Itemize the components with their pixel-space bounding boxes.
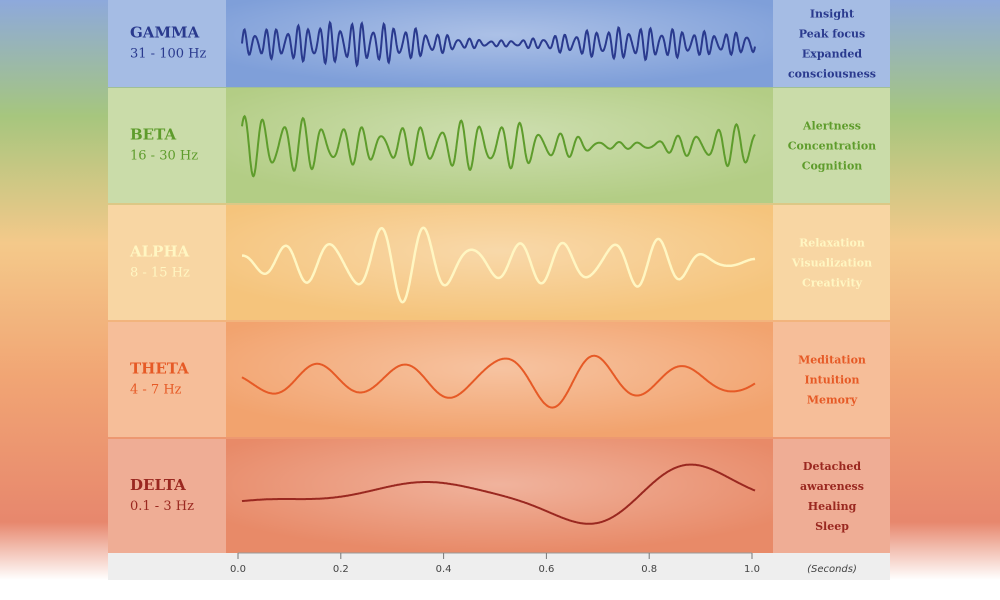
label-panel	[108, 88, 226, 203]
effect-panel	[773, 88, 890, 203]
band-range: 16 - 30 Hz	[130, 149, 198, 164]
effect: Cognition	[802, 160, 863, 173]
effect-panel	[773, 322, 890, 437]
tick-label: 0.0	[230, 564, 246, 575]
axis-unit: (Seconds)	[807, 564, 857, 575]
effect: Intuition	[805, 374, 860, 387]
band-name: BETA	[130, 126, 176, 144]
tick-label: 0.6	[538, 564, 554, 575]
effect: Meditation	[798, 354, 866, 367]
wave	[241, 354, 756, 409]
effect: Relaxation	[799, 237, 865, 250]
label-panel	[108, 439, 226, 553]
wave	[241, 114, 756, 178]
tick-label: 1.0	[744, 564, 760, 575]
effect: Peak focus	[799, 28, 866, 41]
effect: Memory	[807, 394, 858, 407]
axis-strip	[108, 553, 890, 580]
label-panel	[108, 322, 226, 437]
band-name: THETA	[130, 360, 189, 378]
band-range: 0.1 - 3 Hz	[130, 499, 194, 514]
band-name: DELTA	[130, 476, 186, 494]
effect: Detached	[803, 460, 861, 473]
label-panel	[108, 205, 226, 320]
tick-label: 0.4	[436, 564, 452, 575]
effect: Concentration	[788, 140, 876, 153]
effect: Healing	[808, 500, 857, 513]
wave	[242, 226, 756, 304]
effect: Visualization	[791, 257, 872, 270]
wave	[241, 20, 756, 68]
effect: Insight	[810, 8, 855, 21]
background-bottom	[0, 580, 1000, 600]
effect-panel	[773, 0, 890, 87]
wave	[241, 463, 756, 525]
band-range: 4 - 7 Hz	[130, 383, 182, 398]
effect: Sleep	[815, 520, 849, 533]
band-name: ALPHA	[129, 243, 190, 261]
effect: Creativity	[802, 277, 863, 290]
effect: Alertness	[802, 120, 861, 133]
effect-panel	[773, 205, 890, 320]
band-glow	[226, 322, 773, 437]
band-name: GAMMA	[130, 24, 200, 42]
tick-label: 0.8	[641, 564, 657, 575]
band-range: 31 - 100 Hz	[130, 47, 206, 62]
effect: awareness	[800, 480, 864, 493]
label-panel	[108, 0, 226, 87]
band-glow	[226, 439, 773, 553]
effect-panel	[773, 439, 890, 553]
effect: consciousness	[788, 68, 876, 81]
effect: Expanded	[802, 48, 862, 61]
band-range: 8 - 15 Hz	[130, 266, 190, 281]
tick-label: 0.2	[333, 564, 349, 575]
